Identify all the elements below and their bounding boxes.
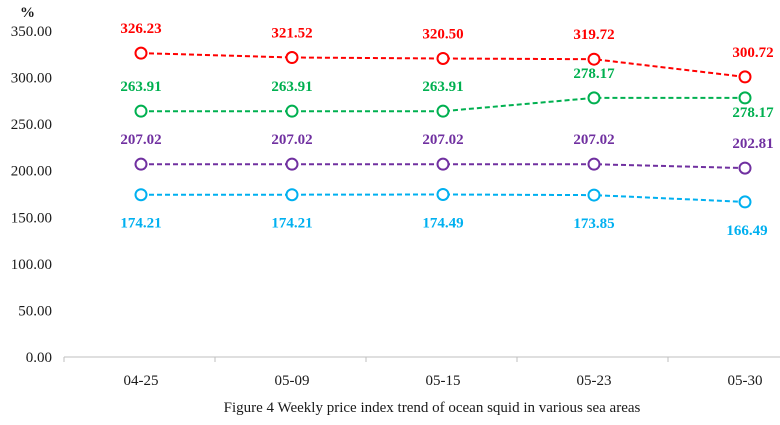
- data-label-layer: 326.23 321.52 320.50 319.72 300.72 263.91 263.…: [120, 21, 774, 239]
- data-label: 207.02: [271, 132, 312, 148]
- x-axis: 04-25 05-09 05-15 05-23 05-30: [63, 356, 780, 389]
- x-tick-label: 05-15: [426, 373, 461, 389]
- data-point-marker: [436, 104, 450, 118]
- y-tick-label: 150.00: [11, 210, 52, 226]
- data-point-marker: [587, 188, 601, 202]
- data-point-marker: [587, 91, 601, 105]
- data-point-marker: [587, 52, 601, 66]
- data-label: 321.52: [271, 26, 312, 42]
- data-point-marker: [738, 91, 752, 105]
- data-label: 174.21: [271, 216, 312, 232]
- data-label: 207.02: [422, 132, 463, 148]
- data-point-marker: [436, 187, 450, 201]
- series-line: [141, 96, 745, 113]
- data-label: 263.91: [271, 79, 312, 95]
- series-line: [141, 163, 746, 170]
- series-layer: [134, 46, 752, 209]
- data-point-marker: [436, 157, 450, 171]
- series-line: [140, 52, 746, 78]
- data-point-marker: [738, 161, 752, 175]
- data-point-marker: [436, 51, 450, 65]
- chart-caption: Figure 4 Weekly price index trend of oce…: [224, 400, 641, 416]
- data-point-marker: [285, 157, 299, 171]
- y-tick-label: 350.00: [11, 24, 52, 40]
- data-point-marker: [285, 51, 299, 65]
- data-point-marker: [285, 104, 299, 118]
- data-label: 174.21: [120, 216, 161, 232]
- x-tick-label: 05-30: [728, 373, 763, 389]
- data-label: 166.49: [726, 223, 767, 239]
- data-label: 300.72: [732, 45, 773, 61]
- data-label: 278.17: [732, 105, 774, 121]
- y-tick-label: 250.00: [11, 117, 52, 133]
- series-line: [141, 193, 746, 203]
- data-point-marker: [134, 157, 148, 171]
- data-label: 319.72: [573, 27, 614, 43]
- x-tick-label: 05-09: [275, 373, 310, 389]
- data-point-marker: [738, 70, 752, 84]
- data-label: 278.17: [573, 66, 615, 82]
- data-point-marker: [134, 104, 148, 118]
- data-point-marker: [738, 195, 752, 209]
- data-label: 326.23: [120, 21, 161, 37]
- y-unit-label: %: [20, 5, 35, 21]
- x-tick-label: 05-23: [577, 373, 612, 389]
- y-tick-label: 0.00: [26, 350, 52, 366]
- data-label: 173.85: [573, 216, 614, 232]
- y-tick-label: 100.00: [11, 257, 52, 273]
- y-tick-label: 200.00: [11, 164, 52, 180]
- data-label: 207.02: [573, 132, 614, 148]
- data-label: 207.02: [120, 132, 161, 148]
- y-axis: 0.00 50.00 100.00 150.00 200.00 250.00 300.00 3…: [11, 24, 52, 366]
- y-tick-label: 300.00: [11, 71, 52, 87]
- data-label: 174.49: [422, 215, 463, 231]
- y-tick-label: 50.00: [18, 303, 52, 319]
- data-point-marker: [587, 157, 601, 171]
- x-tick-label: 04-25: [124, 373, 159, 389]
- data-label: 202.81: [732, 136, 773, 152]
- data-label: 320.50: [422, 26, 463, 42]
- data-point-marker: [134, 188, 148, 202]
- data-point-marker: [134, 46, 148, 60]
- data-label: 263.91: [422, 79, 463, 95]
- data-label: 263.91: [120, 79, 161, 95]
- data-point-marker: [285, 188, 299, 202]
